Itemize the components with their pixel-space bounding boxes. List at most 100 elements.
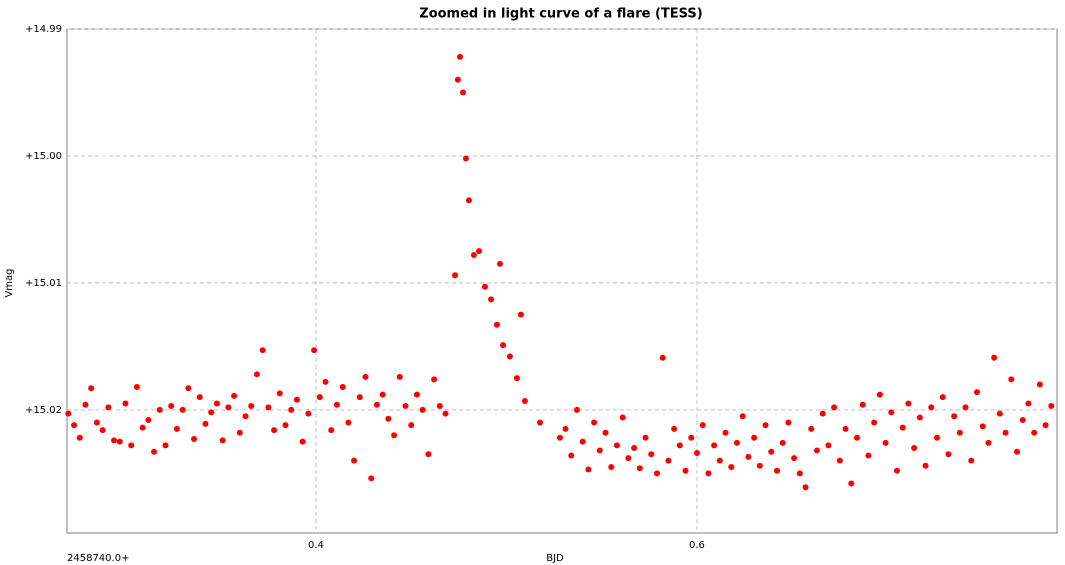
data-point — [1048, 403, 1055, 410]
data-point — [105, 404, 112, 411]
y-axis-label: Vmag — [4, 268, 15, 297]
data-point — [71, 422, 78, 429]
data-point — [436, 403, 443, 410]
data-point — [1008, 376, 1015, 383]
data-point — [488, 296, 495, 303]
data-point — [219, 437, 226, 444]
data-point — [848, 480, 855, 487]
data-point — [985, 439, 992, 446]
data-point — [379, 391, 386, 398]
marks — [65, 53, 1055, 491]
data-point — [893, 467, 900, 474]
data-point — [402, 403, 409, 410]
data-point — [460, 89, 467, 96]
data-point — [796, 470, 803, 477]
data-point — [225, 404, 232, 411]
data-point — [162, 442, 169, 449]
grid — [67, 28, 1057, 533]
data-point — [648, 451, 655, 458]
data-point — [139, 424, 146, 431]
data-point — [276, 390, 283, 397]
data-point — [133, 384, 140, 391]
data-point — [836, 457, 843, 464]
data-point — [968, 457, 975, 464]
data-point — [82, 401, 89, 408]
data-point — [156, 406, 163, 413]
data-point — [231, 392, 238, 399]
data-point — [728, 463, 735, 470]
data-point — [945, 451, 952, 458]
data-point — [693, 450, 700, 457]
x-tick-label: 0.6 — [689, 540, 705, 551]
data-point — [76, 434, 83, 441]
data-point — [791, 455, 798, 462]
data-point — [128, 442, 135, 449]
x-axis-label: BJD — [546, 553, 564, 564]
data-point — [442, 410, 449, 417]
data-point — [500, 342, 507, 349]
data-point — [705, 470, 712, 477]
data-point — [513, 375, 520, 382]
data-point — [413, 391, 420, 398]
y-tick-label: +15.02 — [25, 405, 62, 416]
data-point — [151, 448, 158, 455]
data-point — [311, 347, 318, 354]
data-point — [168, 403, 175, 410]
data-point — [808, 425, 815, 432]
data-point — [813, 447, 820, 454]
data-point — [602, 429, 609, 436]
data-point — [425, 451, 432, 458]
data-point — [496, 260, 503, 267]
data-point — [585, 466, 592, 473]
data-point — [722, 429, 729, 436]
data-point — [116, 438, 123, 445]
data-point — [859, 401, 866, 408]
data-point — [562, 425, 569, 432]
data-point — [213, 400, 220, 407]
data-point — [1002, 429, 1009, 436]
data-point — [756, 462, 763, 469]
data-point — [842, 425, 849, 432]
data-point — [979, 423, 986, 430]
data-point — [956, 429, 963, 436]
data-point — [431, 376, 438, 383]
data-point — [625, 455, 632, 462]
data-point — [613, 442, 620, 449]
data-point — [922, 462, 929, 469]
data-point — [882, 439, 889, 446]
data-point — [642, 434, 649, 441]
data-point — [145, 417, 152, 424]
data-point — [454, 76, 461, 83]
data-point — [299, 438, 306, 445]
data-point — [339, 384, 346, 391]
data-point — [305, 410, 312, 417]
data-point — [745, 453, 752, 460]
data-point — [699, 422, 706, 429]
data-point — [517, 311, 524, 318]
data-point — [1019, 417, 1026, 424]
data-point — [293, 396, 300, 403]
data-point — [265, 404, 272, 411]
data-point — [973, 389, 980, 396]
data-point — [462, 155, 469, 162]
data-point — [676, 442, 683, 449]
data-point — [933, 434, 940, 441]
data-point — [368, 475, 375, 482]
data-point — [773, 467, 780, 474]
data-point — [396, 373, 403, 380]
data-point — [819, 410, 826, 417]
data-point — [259, 347, 266, 354]
data-point — [333, 401, 340, 408]
data-point — [316, 394, 323, 401]
data-point — [1013, 448, 1020, 455]
data-point — [888, 409, 895, 416]
data-point — [470, 251, 477, 258]
data-point — [991, 354, 998, 361]
data-point — [253, 371, 260, 378]
data-point — [779, 439, 786, 446]
data-point — [536, 419, 543, 426]
y-tick-label: +15.00 — [25, 151, 62, 162]
x-offset-label: 2458740.0+ — [67, 553, 129, 564]
plot-area — [66, 28, 1058, 534]
